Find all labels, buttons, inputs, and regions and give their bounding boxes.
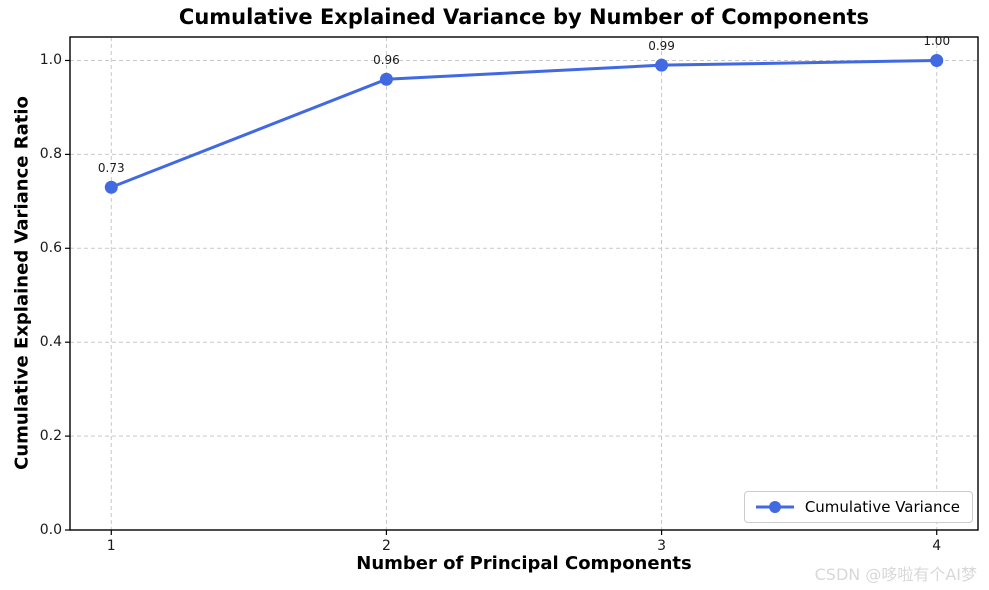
y-tick-label-0.0: 0.0 [39,522,62,538]
point-label-1: 0.73 [97,161,125,176]
x-axis-label: Number of Principal Components [356,553,692,574]
axes-border [69,36,979,531]
legend-label: Cumulative Variance [804,498,960,516]
point-label-3: 0.99 [648,39,675,54]
point-label-4: 1.00 [923,34,951,49]
y-axis-label: Cumulative Explained Variance Ratio [11,96,33,470]
y-tick-label-0.4: 0.4 [39,334,62,351]
data-point-1 [104,180,118,194]
data-point-3 [655,58,669,72]
y-tick-label-0.6: 0.6 [39,240,62,257]
point-label-2: 0.96 [373,53,400,68]
y-tick-label-1.0: 1.0 [39,52,62,69]
data-point-2 [379,72,393,86]
x-tick-label-1: 1 [106,538,116,554]
chart-title: Cumulative Explained Variance by Number … [178,5,870,29]
x-tick-label-4: 4 [932,538,942,554]
cumulative-variance-line [109,58,939,189]
x-tick-label-3: 3 [657,538,667,554]
data-point-4 [930,53,944,67]
x-tick-label-2: 2 [381,538,391,554]
legend-line-marker-icon [755,501,794,513]
y-tick-label-0.2: 0.2 [39,428,62,445]
legend: Cumulative Variance [743,491,973,523]
watermark: CSDN @哆啦有个AI梦 [814,565,977,584]
y-tick-label-0.8: 0.8 [39,146,62,163]
